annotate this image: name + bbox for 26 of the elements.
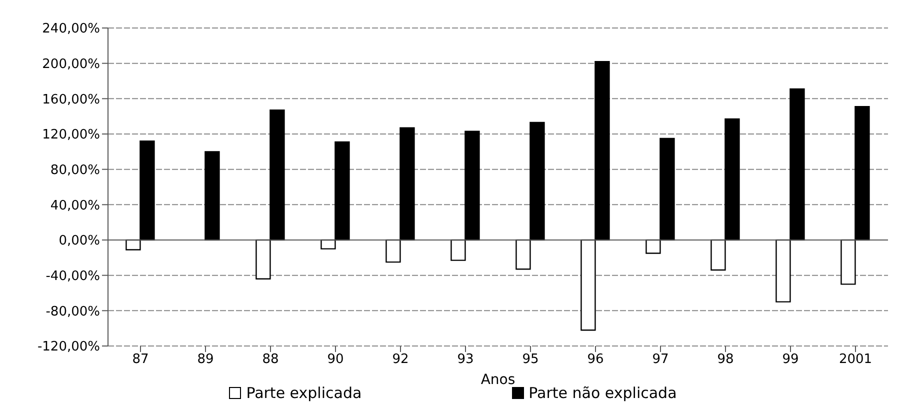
y-tick-label: 240,00% <box>42 22 100 37</box>
y-tick-label: 120,00% <box>42 128 100 143</box>
y-tick-label: 80,00% <box>50 162 100 178</box>
legend-label: Parte não explicada <box>528 384 677 402</box>
y-tick-label: -120,00% <box>37 340 100 355</box>
x-tick-label: 92 <box>392 352 409 368</box>
x-tick-label: 89 <box>197 352 214 368</box>
y-tick-label: 0,00% <box>58 234 100 249</box>
y-tick-label: 200,00% <box>42 56 100 72</box>
y-tick-label: -40,00% <box>46 268 100 284</box>
x-tick-label: 96 <box>587 352 604 368</box>
x-tick-label: 99 <box>782 352 799 368</box>
x-tick-label: 88 <box>262 352 279 368</box>
x-axis-title: Anos <box>480 372 516 388</box>
legend-label: Parte explicada <box>245 384 362 402</box>
x-tick-label: 97 <box>652 352 669 368</box>
x-tick-label: 90 <box>327 352 344 368</box>
x-tick-label: 87 <box>132 352 149 368</box>
x-tick-label: 2001 <box>838 352 872 368</box>
x-tick-label: 95 <box>522 352 539 368</box>
y-tick-label: -80,00% <box>46 304 100 320</box>
bar <box>204 151 220 241</box>
y-tick-label: 160,00% <box>42 92 100 108</box>
x-tick-label: 98 <box>717 352 734 368</box>
y-tick-label: 40,00% <box>50 198 100 214</box>
x-tick-label: 93 <box>457 352 474 368</box>
